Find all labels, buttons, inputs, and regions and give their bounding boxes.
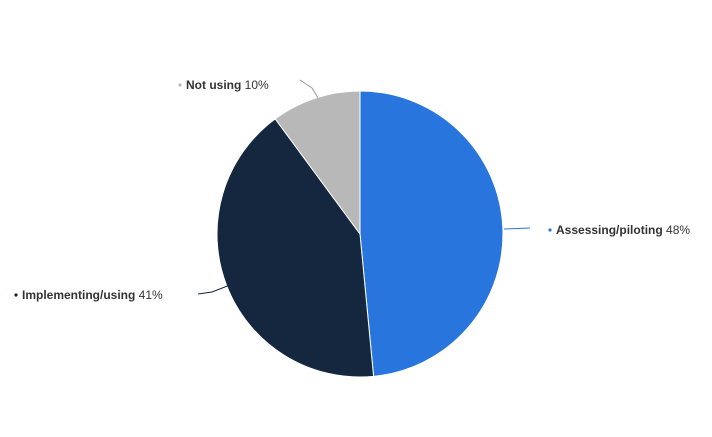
slice-label-value: 41%	[135, 288, 163, 302]
pie-slice-not-using	[274, 90, 361, 236]
leader-line	[299, 79, 319, 99]
slice-label-name: Assessing/piloting	[556, 223, 663, 237]
slice-label-name: Implementing/using	[22, 288, 135, 302]
slice-label-name: Not using	[186, 78, 241, 92]
slice-labels: Assessing/piloting 48% Implementing/using…	[14, 78, 690, 302]
label-bullet-icon	[178, 83, 182, 87]
pie-slice-assessing-piloting	[359, 90, 504, 377]
label-bullet-icon	[548, 228, 552, 232]
pie-slice-implementing-using	[216, 118, 375, 378]
leader-lines	[197, 79, 531, 295]
slice-label: Assessing/piloting 48%	[556, 223, 690, 237]
leader-line	[197, 284, 231, 295]
pie-slices	[216, 90, 504, 378]
slice-label: Not using 10%	[186, 78, 269, 92]
slice-label-value: 10%	[241, 78, 269, 92]
slice-label-value: 48%	[663, 223, 691, 237]
leader-line	[503, 227, 531, 230]
label-bullet-icon	[14, 293, 18, 297]
slice-label: Implementing/using 41%	[22, 288, 163, 302]
